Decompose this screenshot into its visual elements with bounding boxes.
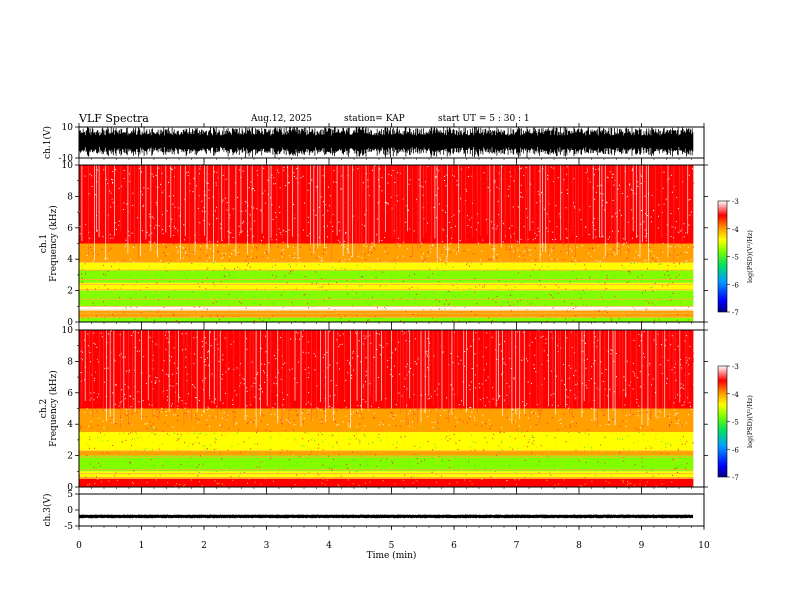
ch3-waveform-ytick-label: 0 bbox=[67, 506, 73, 516]
ch1-waveform-ytick-label: 10 bbox=[62, 123, 74, 133]
ch3-waveform bbox=[78, 514, 694, 519]
ch1-spectrogram-channel-label: ch.1 bbox=[39, 234, 49, 253]
ch1-waveform-ytick-label: -10 bbox=[59, 154, 74, 164]
xtick-label: 7 bbox=[514, 541, 520, 551]
spectrogram-band bbox=[79, 282, 694, 291]
ch2-spectrogram bbox=[78, 330, 695, 488]
ch1-spectrogram-colorbar-tick-label: -3 bbox=[732, 198, 739, 206]
ch1-trace bbox=[78, 127, 694, 158]
xtick-label: 8 bbox=[576, 541, 582, 551]
speckle-red bbox=[79, 330, 695, 488]
ch3-waveform-ytick-label: 5 bbox=[67, 490, 73, 500]
ch2-spectrogram-ytick-label: 4 bbox=[67, 420, 73, 430]
spectrogram-band bbox=[79, 262, 694, 271]
streaks-white bbox=[81, 165, 689, 263]
spectrogram-band bbox=[79, 270, 694, 283]
spectrogram-band bbox=[79, 317, 694, 322]
spectrogram-band bbox=[79, 432, 694, 451]
ch2-spectrogram-colorbar-tick-label: -5 bbox=[732, 419, 739, 427]
xtick-label: 9 bbox=[639, 541, 645, 551]
ch2-spectrogram-ytick-label: 8 bbox=[67, 357, 73, 367]
speckle-yellow bbox=[79, 262, 693, 323]
ch2-spectrogram-colorbar-tick-label: -6 bbox=[732, 446, 739, 454]
ch1-spectrogram-ytick-label: 4 bbox=[67, 255, 73, 265]
ch1-waveform-ylabel: ch.1(V) bbox=[42, 126, 53, 159]
spectrogram-band bbox=[79, 408, 694, 433]
xtick-label: 0 bbox=[76, 541, 82, 551]
spectrogram-band bbox=[79, 477, 694, 487]
ch3-waveform-ytick-label: -5 bbox=[64, 522, 73, 532]
ch1-spectrogram-colorbar-tick-label: -4 bbox=[732, 226, 739, 234]
xtick-label: 5 bbox=[389, 541, 395, 551]
xtick-label: 6 bbox=[451, 541, 457, 551]
ch2-spectrogram-colorbar-tick-label: -4 bbox=[732, 391, 739, 399]
ch1-spectrogram-colorbar bbox=[717, 200, 728, 313]
station-label: station= KAP bbox=[344, 114, 405, 124]
ch1-spectrogram-ytick-label: 8 bbox=[67, 192, 73, 202]
ch1-spectrogram-ytick-label: 2 bbox=[67, 287, 73, 297]
ch1-waveform bbox=[78, 127, 694, 158]
xtick-label: 2 bbox=[201, 541, 207, 551]
ch1-spectrogram-ytick-label: 0 bbox=[67, 318, 73, 328]
ch1-spectrogram-colorbar-label: log(PSD)(V²/Hz) bbox=[746, 230, 754, 283]
ch1-spectrogram-ytick-label: 6 bbox=[67, 224, 73, 234]
ch2-spectrogram-ytick-label: 10 bbox=[62, 326, 74, 336]
ch1-spectrogram-ytick-label: 10 bbox=[62, 161, 74, 171]
x-axis-label: Time (min) bbox=[367, 550, 417, 561]
xtick-label: 10 bbox=[698, 541, 710, 551]
ch2-spectrogram-ytick-label: 0 bbox=[67, 483, 73, 493]
ch2-spectrogram-colorbar-label: log(PSD)(V²/Hz) bbox=[746, 395, 754, 448]
spectrogram-band bbox=[79, 290, 694, 307]
xtick-label: 3 bbox=[264, 541, 270, 551]
ch1-spectrogram-colorbar-tick-label: -5 bbox=[732, 254, 739, 262]
ch2-spectrogram-channel-label: ch.2 bbox=[39, 399, 49, 418]
ch2-spectrogram-colorbar-tick-label: -7 bbox=[732, 474, 739, 482]
ch2-spectrogram-colorbar-tick-label: -3 bbox=[732, 363, 739, 371]
date-label: Aug.12, 2025 bbox=[251, 114, 312, 124]
xtick-label: 4 bbox=[326, 541, 332, 551]
ch3-trace bbox=[78, 514, 694, 519]
ch1-spectrogram bbox=[78, 165, 695, 323]
ch1-spectrogram-colorbar-tick-label: -6 bbox=[732, 281, 739, 289]
start-time-label: start UT = 5 : 30 : 1 bbox=[438, 114, 530, 124]
spectrogram-band bbox=[79, 243, 694, 263]
ch1-spectrogram-colorbar-tick-label: -7 bbox=[732, 309, 739, 317]
ch3-waveform-frame bbox=[78, 493, 705, 527]
xtick-label: 1 bbox=[139, 541, 145, 551]
spectrogram-band bbox=[79, 165, 694, 244]
ch2-spectrogram-ytick-label: 6 bbox=[67, 389, 73, 399]
ch3-waveform-ylabel: ch.3(V) bbox=[42, 494, 53, 527]
spectrogram-band bbox=[79, 330, 694, 409]
ch2-spectrogram-ylabel: Frequency (kHz) bbox=[48, 370, 59, 447]
spectrogram-band bbox=[79, 471, 694, 478]
chart-title: VLF Spectra bbox=[79, 112, 149, 125]
streaks-white bbox=[84, 330, 681, 428]
ch1-spectrogram-ylabel: Frequency (kHz) bbox=[48, 205, 59, 282]
ch2-spectrogram-colorbar bbox=[717, 365, 728, 478]
spectrogram-band bbox=[79, 450, 694, 456]
spectrogram-band bbox=[79, 455, 694, 472]
ch2-spectrogram-ytick-label: 2 bbox=[67, 452, 73, 462]
